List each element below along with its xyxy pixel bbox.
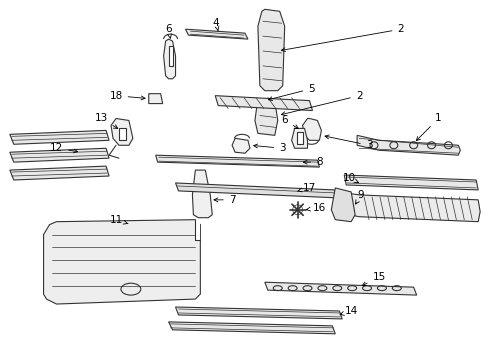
Polygon shape bbox=[111, 118, 133, 145]
Text: 13: 13 bbox=[94, 113, 118, 129]
Polygon shape bbox=[10, 166, 109, 180]
Polygon shape bbox=[195, 220, 200, 239]
Text: 3: 3 bbox=[253, 143, 285, 153]
Polygon shape bbox=[175, 183, 337, 198]
Polygon shape bbox=[10, 148, 109, 162]
Text: 15: 15 bbox=[362, 272, 385, 285]
Text: 16: 16 bbox=[306, 203, 325, 213]
Text: 2: 2 bbox=[281, 91, 362, 116]
Text: 4: 4 bbox=[212, 18, 219, 31]
Text: 6: 6 bbox=[165, 24, 172, 38]
Text: 10: 10 bbox=[342, 173, 358, 183]
Polygon shape bbox=[356, 135, 459, 155]
Polygon shape bbox=[232, 138, 249, 153]
Polygon shape bbox=[331, 188, 354, 222]
Text: 14: 14 bbox=[340, 306, 357, 316]
Polygon shape bbox=[264, 282, 416, 295]
Polygon shape bbox=[148, 94, 163, 104]
Polygon shape bbox=[185, 29, 247, 39]
Polygon shape bbox=[254, 99, 277, 135]
Text: 7: 7 bbox=[214, 195, 235, 205]
Polygon shape bbox=[302, 118, 321, 140]
Polygon shape bbox=[192, 170, 212, 218]
Text: 8: 8 bbox=[303, 157, 322, 167]
Text: 3: 3 bbox=[325, 135, 371, 150]
Text: 18: 18 bbox=[109, 91, 145, 101]
Polygon shape bbox=[291, 129, 307, 148]
Polygon shape bbox=[175, 307, 342, 319]
Text: 17: 17 bbox=[297, 183, 315, 193]
Polygon shape bbox=[10, 130, 109, 144]
Text: 11: 11 bbox=[109, 215, 128, 225]
Polygon shape bbox=[163, 39, 175, 79]
Text: 6: 6 bbox=[281, 116, 298, 129]
Text: 9: 9 bbox=[355, 190, 364, 204]
Text: 1: 1 bbox=[415, 113, 441, 141]
Polygon shape bbox=[344, 175, 477, 190]
Polygon shape bbox=[215, 96, 312, 111]
Polygon shape bbox=[296, 132, 302, 144]
Text: 2: 2 bbox=[281, 24, 403, 51]
Text: 5: 5 bbox=[268, 84, 314, 101]
Polygon shape bbox=[168, 46, 172, 66]
Polygon shape bbox=[119, 129, 126, 140]
Text: 12: 12 bbox=[50, 143, 78, 153]
Polygon shape bbox=[168, 322, 335, 334]
Polygon shape bbox=[339, 192, 479, 222]
Polygon shape bbox=[43, 220, 200, 304]
Polygon shape bbox=[155, 155, 319, 167]
Polygon shape bbox=[257, 9, 284, 91]
